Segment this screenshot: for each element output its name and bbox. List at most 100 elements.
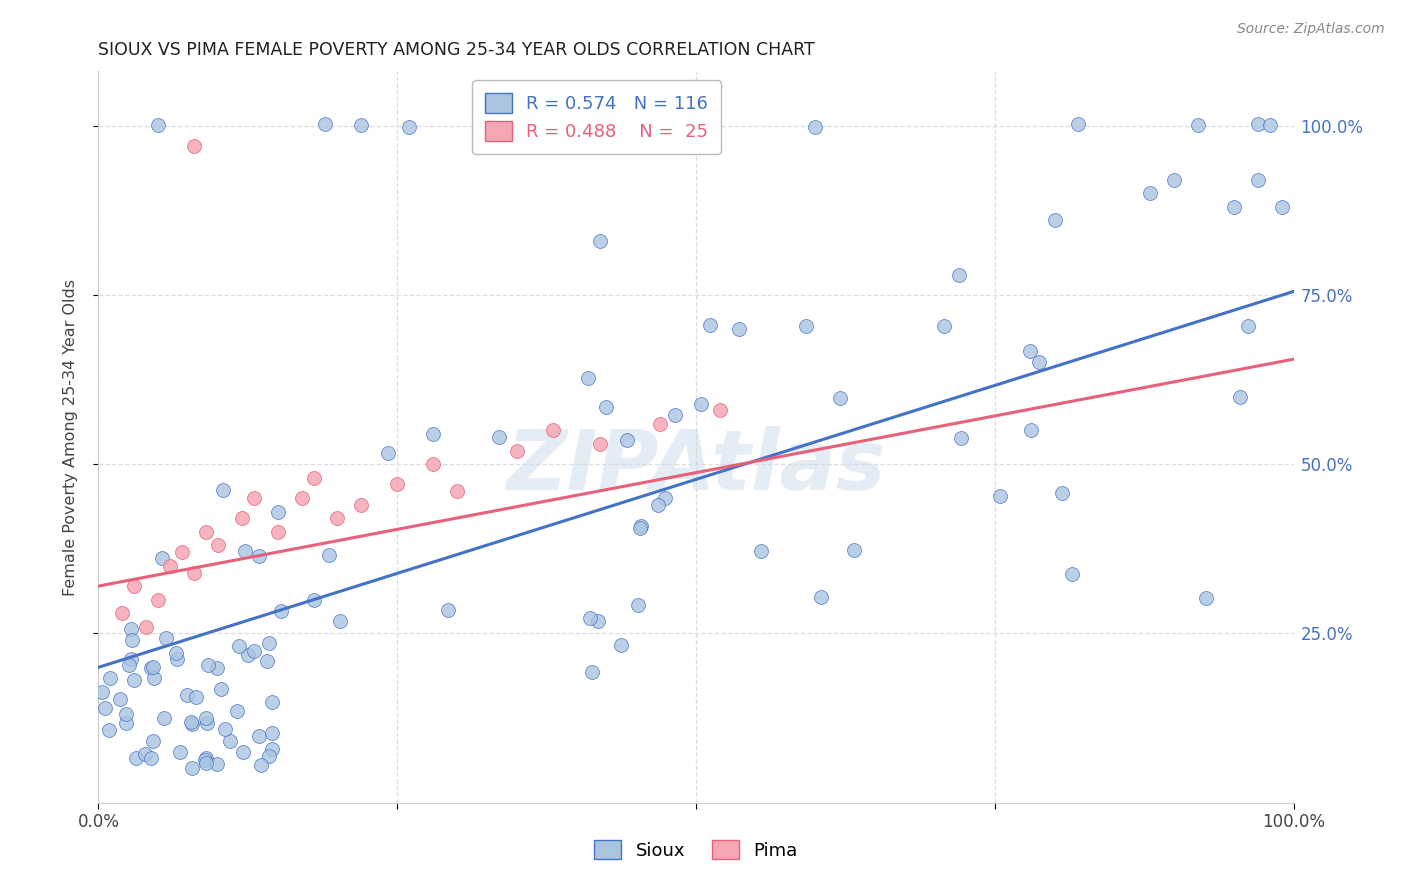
Point (481, 120, 505, 135)
Point (183, 566, 205, 580)
Point (1060, 566, 1083, 581)
Point (1187, 118, 1209, 132)
Point (207, 661, 229, 675)
Point (318, 548, 340, 562)
Point (506, 443, 529, 458)
Point (422, 426, 444, 441)
Point (159, 558, 181, 573)
Point (181, 761, 204, 775)
Point (207, 538, 229, 552)
Point (218, 734, 240, 748)
Point (595, 400, 617, 414)
Point (576, 371, 599, 385)
Point (932, 319, 955, 334)
Point (628, 521, 651, 535)
Point (1018, 343, 1040, 358)
Point (541, 423, 564, 437)
Point (228, 639, 250, 653)
Point (176, 688, 198, 702)
Point (1043, 213, 1066, 227)
Point (422, 457, 444, 471)
Point (231, 511, 253, 525)
Point (1246, 118, 1268, 132)
Point (247, 730, 270, 744)
Point (124, 579, 146, 593)
Point (326, 511, 349, 525)
Point (1067, 117, 1090, 131)
Point (262, 726, 284, 740)
Point (267, 524, 290, 539)
Point (120, 652, 142, 666)
Point (142, 660, 165, 674)
Point (257, 749, 280, 764)
Point (1229, 391, 1251, 405)
Point (148, 118, 170, 132)
Point (118, 658, 141, 673)
Point (125, 751, 148, 765)
Point (194, 756, 217, 770)
Point (180, 717, 202, 731)
Point (302, 471, 325, 485)
Point (488, 430, 510, 444)
Legend: Sioux, Pima: Sioux, Pima (586, 832, 806, 867)
Point (988, 489, 1011, 503)
Point (796, 319, 818, 334)
Point (155, 631, 177, 645)
Point (266, 506, 288, 520)
Point (437, 602, 460, 616)
Point (209, 682, 232, 697)
Point (647, 498, 669, 512)
Point (948, 268, 970, 282)
Text: Source: ZipAtlas.com: Source: ZipAtlas.com (1237, 22, 1385, 37)
Text: ZIPAtlas: ZIPAtlas (506, 425, 886, 507)
Point (329, 615, 352, 629)
Point (195, 711, 218, 725)
Point (256, 655, 278, 669)
Point (247, 549, 270, 564)
Text: SIOUX VS PIMA FEMALE POVERTY AMONG 25-34 YEAR OLDS CORRELATION CHART: SIOUX VS PIMA FEMALE POVERTY AMONG 25-34… (98, 41, 815, 59)
Point (385, 477, 409, 491)
Point (398, 120, 420, 135)
Point (143, 672, 166, 686)
Point (194, 753, 217, 767)
Point (1019, 424, 1042, 438)
Point (291, 491, 314, 505)
Point (121, 632, 143, 647)
Point (257, 636, 280, 650)
Point (97, 723, 120, 738)
Point (205, 757, 228, 772)
Point (242, 644, 264, 658)
Point (211, 483, 233, 497)
Point (804, 120, 827, 134)
Point (810, 590, 832, 604)
Point (194, 524, 218, 539)
Point (270, 604, 292, 618)
Point (630, 519, 652, 533)
Point (139, 661, 162, 675)
Point (165, 646, 187, 660)
Point (1194, 591, 1216, 605)
Point (610, 638, 633, 652)
Point (315, 117, 337, 131)
Point (153, 711, 176, 725)
Point (654, 491, 676, 506)
Point (172, 545, 194, 559)
Point (664, 408, 686, 422)
Point (122, 673, 145, 688)
Point (148, 592, 170, 607)
Point (139, 751, 162, 765)
Point (186, 690, 208, 704)
Point (183, 139, 205, 153)
Point (1028, 355, 1050, 369)
Point (194, 751, 217, 765)
Point (180, 714, 202, 729)
Point (98, 671, 121, 685)
Point (197, 658, 219, 673)
Point (350, 498, 373, 512)
Point (446, 484, 468, 499)
Point (135, 620, 157, 634)
Point (93, 701, 115, 715)
Point (120, 622, 142, 636)
Point (949, 431, 972, 445)
Point (142, 733, 165, 747)
